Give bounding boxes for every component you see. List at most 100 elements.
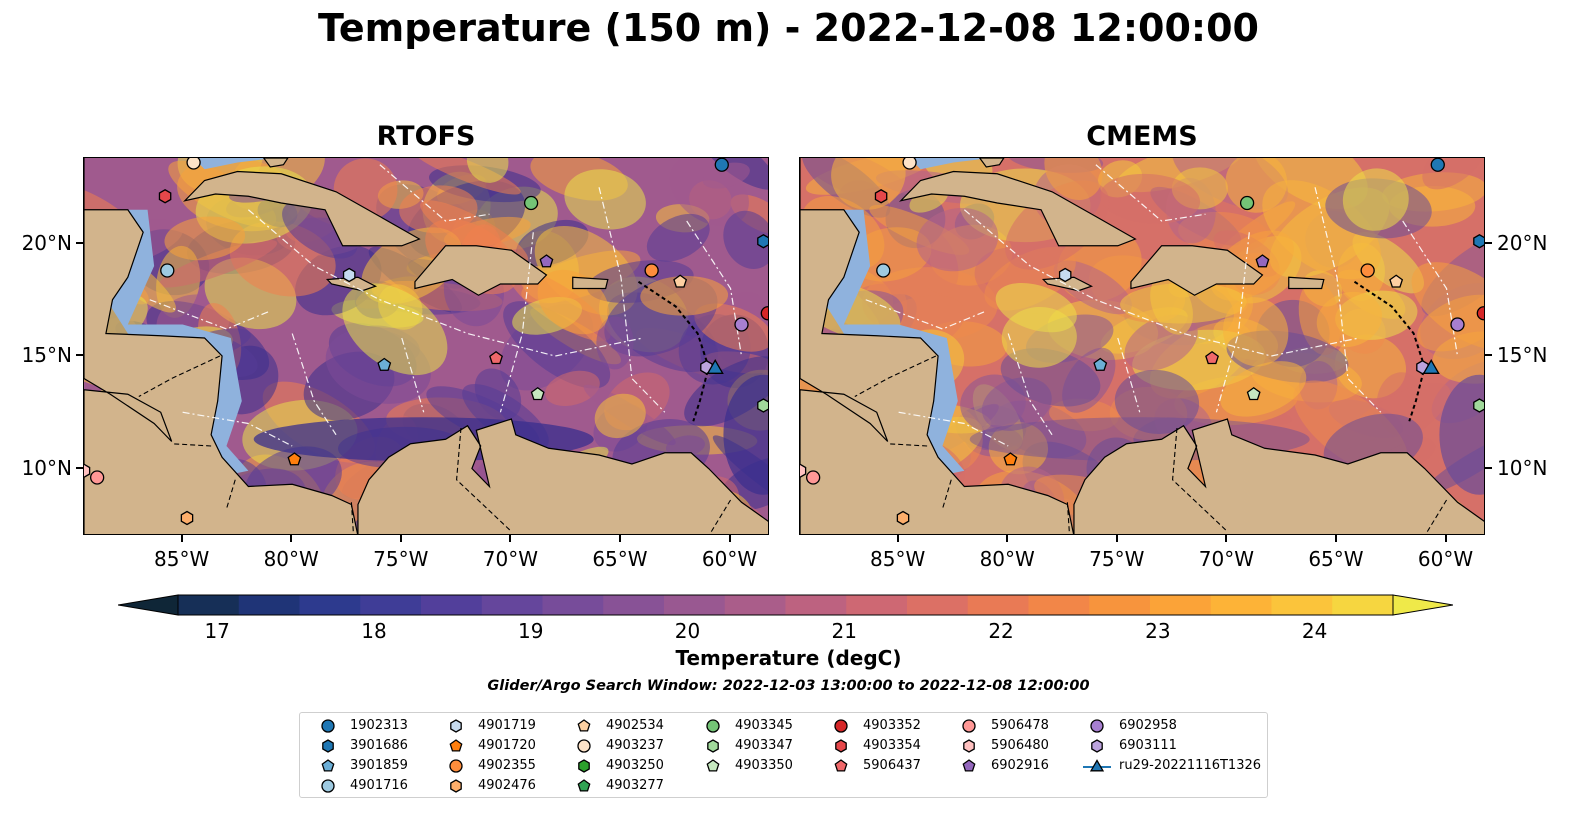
y-tick-label: 15°N [21, 343, 72, 367]
colorbar-tick-label: 17 [204, 619, 230, 643]
land-south-america [1073, 418, 1484, 534]
x-tick-mark [1225, 535, 1228, 542]
colorbar-tick-label: 20 [674, 619, 701, 643]
y-tick-mark [1485, 241, 1492, 244]
country-border [1172, 427, 1228, 532]
float-marker-4901720 [287, 452, 302, 466]
map-panel-rtofs[interactable] [83, 157, 769, 535]
legend-pentagon-icon [577, 719, 591, 732]
float-marker-4902355 [1360, 263, 1375, 278]
float-marker-4903350 [530, 386, 545, 401]
y-tick-mark [76, 241, 83, 244]
colorbar-tick-label: 18 [361, 619, 387, 643]
colorbar-segment [907, 595, 969, 615]
legend-marker-icon [322, 739, 334, 753]
float-marker-4901716 [160, 263, 175, 278]
y-tick-mark [1485, 354, 1492, 356]
float-marker-5906437 [489, 350, 503, 365]
x-tick-label: 75°W [1089, 547, 1145, 571]
x-tick-mark [728, 535, 731, 542]
colorbar-outline [177, 594, 1394, 616]
legend-hexagon-icon [578, 759, 590, 773]
legend-label: 4903347 [735, 738, 793, 753]
eez-line [379, 164, 490, 222]
colorbar-segment [785, 595, 847, 615]
glider-marker [706, 359, 724, 374]
eez-line [686, 220, 743, 357]
country-border [1425, 499, 1448, 534]
legend-marker-icon [1091, 739, 1103, 753]
float-marker-5906480 [84, 463, 91, 479]
x-tick-mark [1334, 535, 1337, 542]
y-tick-mark [76, 354, 83, 356]
float-marker-4903237 [902, 158, 917, 170]
legend-marker-icon [706, 759, 720, 772]
legend-marker-icon [450, 719, 462, 733]
legend-label: 4903352 [863, 718, 921, 733]
land-mass [1130, 245, 1264, 296]
x-tick-mark [1444, 535, 1447, 542]
legend-pentagon-icon [449, 739, 463, 752]
x-tick-label: 65°W [1308, 547, 1364, 571]
eez-line [1402, 220, 1459, 357]
float-marker-4901716 [876, 263, 891, 278]
legend-hexagon-icon [1091, 739, 1103, 753]
country-border [1066, 502, 1070, 534]
legend-pentagon-icon [962, 759, 976, 772]
country-border [350, 502, 354, 534]
legend-label: 4903277 [606, 778, 664, 793]
colorbar-segment [421, 595, 483, 615]
legend-label: 3901859 [350, 758, 408, 773]
legend-marker-icon [1083, 759, 1111, 772]
legend-marker-icon [449, 759, 463, 773]
legend-marker-icon [834, 719, 848, 733]
legend-circle-icon [706, 719, 720, 733]
legend-circle-icon [834, 719, 848, 733]
float-marker-5906437 [1205, 350, 1219, 365]
x-tick-label: 80°W [263, 547, 319, 571]
legend-marker-icon [321, 779, 335, 793]
y-tick-label: 20°N [1497, 230, 1548, 255]
x-tick-label: 85°W [870, 547, 926, 571]
float-marker-4903237 [186, 158, 201, 170]
x-tick-mark [896, 535, 899, 542]
float-marker-5906478 [90, 470, 105, 485]
legend-marker-icon [962, 759, 976, 772]
legend-glider-icon [1089, 759, 1105, 772]
legend-hexagon-icon [450, 779, 462, 793]
map-panel-cmems[interactable] [799, 157, 1485, 535]
x-tick-label: 65°W [592, 547, 648, 571]
land-mass [800, 158, 1075, 534]
float-marker-3901686 [757, 233, 768, 249]
legend-label: 1902313 [350, 718, 408, 733]
legend-marker-icon [707, 739, 719, 753]
colorbar-segment [178, 595, 240, 615]
float-marker-4902355 [644, 263, 659, 278]
float-marker-4901719 [342, 267, 356, 283]
float-marker-4902476 [180, 510, 194, 526]
float-marker-1902313 [714, 158, 729, 172]
x-tick-label: 85°W [154, 547, 210, 571]
float-marker-1902313 [1430, 158, 1445, 172]
x-tick-label: 70°W [482, 547, 538, 571]
eez-line [1095, 164, 1206, 222]
x-tick-mark [399, 535, 402, 542]
antilles-arc [637, 280, 710, 422]
x-tick-mark [509, 535, 512, 542]
colorbar-segment [299, 595, 361, 615]
y-tick-mark [76, 466, 83, 469]
country-border [709, 499, 732, 534]
float-marker-4903354 [874, 188, 888, 204]
legend-marker-icon [962, 719, 976, 733]
antilles-arc [1353, 280, 1426, 422]
legend-marker-icon [450, 779, 462, 793]
legend-marker-icon [706, 719, 720, 733]
float-marker-5906478 [806, 470, 821, 485]
eez-line [401, 337, 425, 413]
legend-label: 4903354 [863, 738, 921, 753]
x-tick-label: 60°W [1417, 547, 1474, 571]
float-marker-6902916 [539, 254, 554, 268]
country-border [887, 443, 928, 447]
colorbar-segment [1028, 595, 1090, 615]
float-marker-6902958 [1450, 317, 1465, 332]
